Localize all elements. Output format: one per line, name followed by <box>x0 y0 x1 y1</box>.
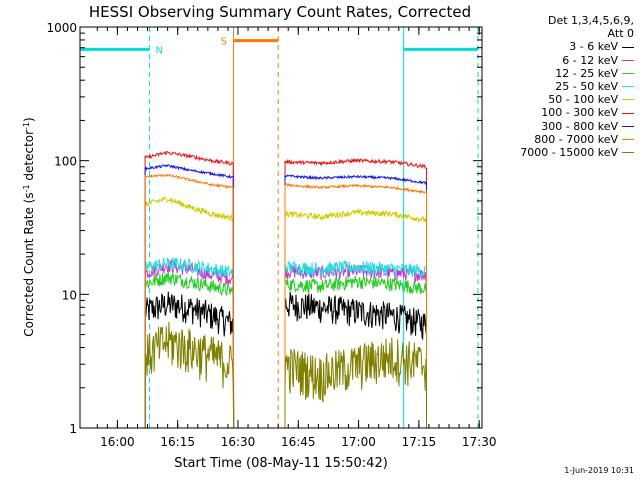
x-tick-label-2: 16:15 <box>160 435 195 449</box>
legend-swatch <box>622 46 634 48</box>
legend-swatch <box>622 99 634 101</box>
legend-label: 7000 - 15000 keV <box>520 146 618 160</box>
x-tick-label-4: 16:45 <box>281 435 316 449</box>
legend-swatch <box>622 125 634 127</box>
legend-label: 25 - 50 keV <box>555 80 618 94</box>
series-line-8-segment-2 <box>284 183 427 428</box>
legend-label: 6 - 12 keV <box>562 53 618 67</box>
legend-item-7: 300 - 800 keV <box>484 120 634 133</box>
legend-swatch <box>622 112 634 114</box>
series-line-4-segment-1 <box>144 257 235 429</box>
series-line-8-segment-1 <box>144 173 235 429</box>
series-line-7-segment-2 <box>284 174 427 428</box>
legend-label: 3 - 6 keV <box>569 40 618 54</box>
series-line-5-segment-2 <box>284 208 427 428</box>
series-line-1-segment-2 <box>284 291 427 428</box>
chart-title: HESSI Observing Summary Count Rates, Cor… <box>89 3 471 21</box>
series-line-3-segment-1 <box>144 271 235 429</box>
x-tick-label-3: 16:30 <box>221 435 256 449</box>
x-tick-label-5: 17:00 <box>341 435 376 449</box>
legend-label: 300 - 800 keV <box>541 119 618 133</box>
series-line-7-segment-1 <box>144 164 235 429</box>
legend-label: 50 - 100 keV <box>548 93 618 107</box>
series-line-9-segment-2 <box>284 337 427 428</box>
night-label: N <box>156 45 163 56</box>
series-line-1-segment-1 <box>144 291 235 429</box>
legend-swatch <box>622 138 634 140</box>
legend-item-2: 6 - 12 keV <box>484 54 634 67</box>
plot-frame <box>79 26 483 429</box>
legend-swatch <box>622 86 634 88</box>
legend-item-5: 50 - 100 keV <box>484 93 634 106</box>
legend-item-4: 25 - 50 keV <box>484 80 634 93</box>
y-tick-label-3: 100 <box>54 155 77 169</box>
legend-header-detectors: Det 1,3,4,5,6,9, <box>547 14 634 27</box>
series-line-3-segment-2 <box>284 275 427 428</box>
legend-item-3: 12 - 25 keV <box>484 67 634 80</box>
series-line-5-segment-1 <box>144 196 235 429</box>
series-line-4-segment-2 <box>284 260 427 428</box>
legend-header-attenuator: Att 0 <box>607 27 634 41</box>
saa-label: S <box>221 37 227 48</box>
y-tick-label-4: 1000 <box>46 21 77 35</box>
y-axis-label: Corrected Count Rate (s-1 detector-1) <box>22 117 37 336</box>
legend-swatch <box>622 72 634 74</box>
legend-label: 12 - 25 keV <box>555 66 618 80</box>
x-axis-label: Start Time (08-May-11 15:50:42) <box>174 456 388 471</box>
y-tick-label-2: 10 <box>62 288 77 302</box>
series-line-9-segment-1 <box>144 321 235 429</box>
series-line-6-segment-1 <box>144 151 235 429</box>
legend-label: 100 - 300 keV <box>541 106 618 120</box>
y-tick-label-1: 1 <box>69 422 77 436</box>
legend-label: 800 - 7000 keV <box>534 132 618 146</box>
legend-item-1: 3 - 6 keV <box>484 40 634 53</box>
legend-item-6: 100 - 300 keV <box>484 106 634 119</box>
x-tick-label-7: 17:30 <box>462 435 497 449</box>
legend-item-8: 800 - 7000 keV <box>484 133 634 146</box>
x-tick-label-1: 16:00 <box>100 435 135 449</box>
legend-item-9: 7000 - 15000 keV <box>484 146 634 159</box>
chart-legend: Det 1,3,4,5,6,9, Att 0 3 - 6 keV 6 - 12 k… <box>484 14 634 159</box>
x-tick-label-6: 17:15 <box>402 435 437 449</box>
legend-swatch <box>622 59 634 61</box>
series-line-6-segment-2 <box>284 157 427 428</box>
footer-date: 1-Jun-2019 10:31 <box>564 466 634 475</box>
legend-swatch <box>622 152 634 154</box>
